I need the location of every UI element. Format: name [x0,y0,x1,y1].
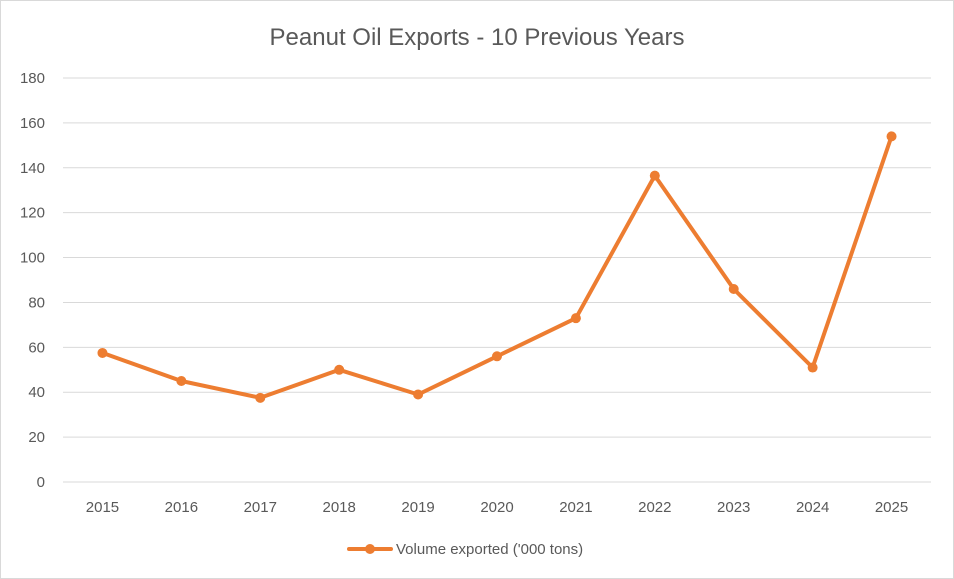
x-tick-label: 2019 [401,499,434,516]
data-point [649,170,660,181]
x-tick-label: 2015 [86,499,119,516]
legend-marker [365,544,375,554]
legend: Volume exported ('000 tons) [347,541,583,558]
x-tick-label: 2025 [875,499,908,516]
y-tick-label: 40 [28,384,45,401]
y-tick-label: 0 [37,474,45,491]
data-point [176,376,187,386]
y-tick-label: 20 [28,429,45,446]
data-point [334,364,345,375]
chart-title: Peanut Oil Exports - 10 Previous Years [270,24,685,51]
data-point [97,347,108,358]
grid-lines [63,77,931,438]
x-tick-label: 2020 [480,499,513,516]
y-tick-label: 80 [28,294,45,311]
data-point [492,351,502,362]
axes: 0 20 40 60 80 100 120 140 160 180 2015 2016 2017 2018… [20,70,931,516]
data-point [728,283,739,294]
x-tick-label: 2016 [165,499,198,516]
y-tick-label: 180 [20,70,45,87]
data-point [886,131,897,142]
y-tick-label: 120 [20,205,45,222]
series-layer [97,131,897,403]
y-tick-label: 160 [20,115,45,132]
data-point [807,362,818,373]
y-tick-label: 60 [28,339,45,356]
x-tick-label: 2023 [717,499,750,516]
data-point [255,392,266,403]
x-tick-label: 2024 [796,499,829,516]
x-tick-label: 2018 [322,499,355,516]
x-tick-label: 2017 [244,499,277,516]
x-tick-label: 2021 [559,499,592,516]
y-tick-label: 140 [20,160,45,177]
legend-label: Volume exported ('000 tons) [396,541,583,558]
data-point [413,389,424,400]
data-point [570,313,581,324]
x-tick-label: 2022 [638,499,671,516]
y-tick-label: 100 [20,250,45,267]
